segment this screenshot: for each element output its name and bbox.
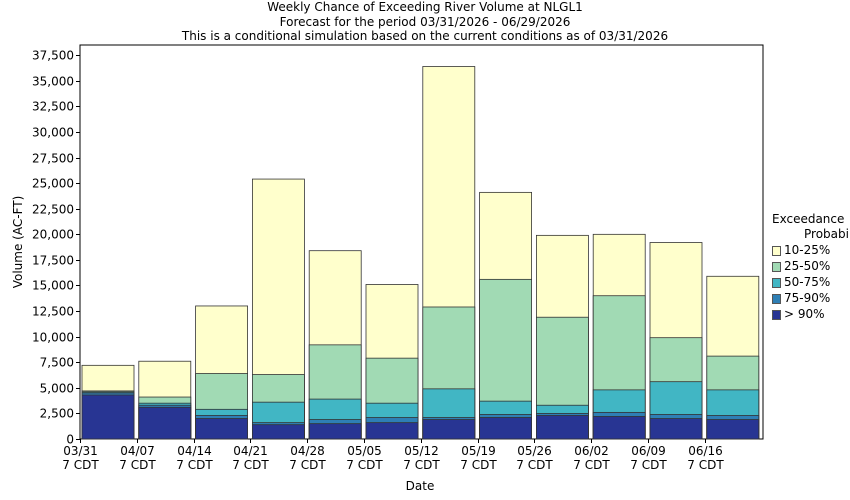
y-tick-label: 35,000 bbox=[32, 75, 74, 89]
y-tick-label: 10,000 bbox=[32, 331, 74, 345]
bar-90 bbox=[138, 406, 192, 440]
legend-swatch bbox=[772, 294, 781, 304]
y-tick-label: 20,000 bbox=[32, 228, 74, 242]
legend-item: 10-25% bbox=[772, 242, 850, 258]
bar-90 bbox=[649, 418, 703, 440]
legend-title-line1: Exceedance bbox=[772, 212, 845, 226]
bar-90 bbox=[479, 417, 533, 440]
x-tick-label-time: 7 CDT bbox=[176, 458, 213, 472]
x-tick-label-time: 7 CDT bbox=[516, 458, 553, 472]
x-tick-label-time: 7 CDT bbox=[119, 458, 156, 472]
legend-item: 50-75% bbox=[772, 274, 850, 290]
y-tick-label: 15,000 bbox=[32, 279, 74, 293]
y-tick-label: 25,000 bbox=[32, 177, 74, 191]
y-tick-label: 22,500 bbox=[32, 203, 74, 217]
plot-area bbox=[79, 44, 764, 440]
x-tick-label-time: 7 CDT bbox=[62, 458, 99, 472]
bar-90 bbox=[308, 423, 362, 440]
bar-90 bbox=[195, 418, 249, 440]
legend-title-line2: Probability bbox=[804, 227, 850, 241]
chart-subtitle-period: Forecast for the period 03/31/2026 - 06/… bbox=[279, 15, 571, 29]
x-tick-label-date: 06/16 bbox=[688, 444, 723, 458]
y-tick-label: 12,500 bbox=[32, 305, 74, 319]
legend-item: 75-90% bbox=[772, 290, 850, 306]
x-tick-label-time: 7 CDT bbox=[403, 458, 440, 472]
y-axis-title: Volume (AC-FT) bbox=[11, 196, 25, 289]
legend-item: 25-50% bbox=[772, 258, 850, 274]
bar-90 bbox=[81, 394, 135, 440]
x-tick-label-time: 7 CDT bbox=[232, 458, 269, 472]
bar-90 bbox=[251, 424, 305, 440]
x-tick-label-time: 7 CDT bbox=[460, 458, 497, 472]
legend-label: 25-50% bbox=[784, 259, 831, 273]
legend-swatch bbox=[772, 278, 781, 288]
y-tick-label: 2,500 bbox=[40, 407, 74, 421]
x-tick-label-date: 03/31 bbox=[63, 444, 98, 458]
legend-item: > 90% bbox=[772, 306, 850, 322]
y-tick-label: 0 bbox=[66, 433, 74, 447]
chart-subtitle-conditions: This is a conditional simulation based o… bbox=[181, 29, 669, 43]
bar-90 bbox=[422, 419, 476, 440]
y-tick-label: 27,500 bbox=[32, 152, 74, 166]
legend: Exceedance Probability 10-25% 25-50% 50-75… bbox=[772, 212, 850, 322]
chart-title: Weekly Chance of Exceeding River Volume … bbox=[267, 0, 583, 14]
y-tick-label: 32,500 bbox=[32, 100, 74, 114]
legend-swatch bbox=[772, 246, 781, 256]
legend-label: 50-75% bbox=[784, 275, 831, 289]
legend-label: 10-25% bbox=[784, 243, 831, 257]
x-tick-label-time: 7 CDT bbox=[346, 458, 383, 472]
legend-label: > 90% bbox=[784, 307, 825, 321]
x-tick-label-date: 04/07 bbox=[120, 444, 155, 458]
legend-label: 75-90% bbox=[784, 291, 831, 305]
y-tick-label: 37,500 bbox=[32, 49, 74, 63]
bar-90 bbox=[706, 419, 760, 440]
y-tick-label: 5,000 bbox=[40, 382, 74, 396]
x-tick-label-date: 05/19 bbox=[461, 444, 496, 458]
y-tick-label: 7,500 bbox=[40, 356, 74, 370]
legend-items: 10-25% 25-50% 50-75% 75-90% > 90% bbox=[772, 242, 850, 322]
y-tick-label: 30,000 bbox=[32, 126, 74, 140]
x-tick-label-date: 05/26 bbox=[517, 444, 552, 458]
x-tick-label-date: 04/14 bbox=[177, 444, 212, 458]
x-tick-label-time: 7 CDT bbox=[573, 458, 610, 472]
bar-90 bbox=[592, 416, 646, 440]
x-tick-label-date: 05/05 bbox=[347, 444, 382, 458]
x-tick-label-date: 06/02 bbox=[574, 444, 609, 458]
legend-swatch bbox=[772, 262, 781, 272]
x-tick-label-date: 04/21 bbox=[233, 444, 268, 458]
y-tick-label: 17,500 bbox=[32, 254, 74, 268]
x-tick-label-date: 06/09 bbox=[631, 444, 666, 458]
legend-swatch bbox=[772, 310, 781, 320]
x-tick-label-date: 05/12 bbox=[404, 444, 439, 458]
x-tick-label-time: 7 CDT bbox=[630, 458, 667, 472]
bar-90 bbox=[365, 422, 419, 440]
bar-90 bbox=[536, 415, 589, 440]
x-tick-label-date: 04/28 bbox=[290, 444, 325, 458]
x-axis-title: Date bbox=[406, 479, 435, 493]
x-tick-label-time: 7 CDT bbox=[289, 458, 326, 472]
x-tick-label-time: 7 CDT bbox=[687, 458, 724, 472]
